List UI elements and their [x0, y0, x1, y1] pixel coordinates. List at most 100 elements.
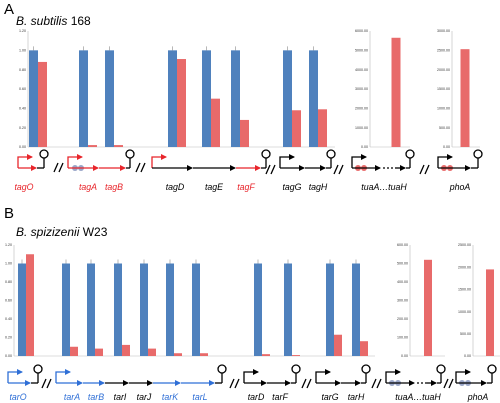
gene-label-tarO: tarO [9, 392, 26, 402]
y-tick-label-2-4: 2000.00 [437, 68, 450, 72]
y-tick-label-1-1: 1000.00 [355, 126, 368, 130]
bar-2-phoA-s0 [460, 49, 470, 147]
panel-b-gene-labels: tarO tarA tarB tarI tarJ tarK tarL tarD … [9, 392, 488, 402]
panel-b-label: B [4, 205, 14, 222]
gene-label-tagO: tagO [14, 182, 33, 192]
bar-3-tarO-s0 [18, 263, 26, 356]
gene-label-tarB: tarB [88, 392, 104, 402]
y-tick-label-1-4: 4000.00 [355, 68, 368, 72]
y-tick-label-5-5: 2500.00 [458, 243, 471, 247]
bar-3-tarH-s1 [360, 341, 368, 356]
y-tick-label-1-3: 3000.00 [355, 87, 368, 91]
bar-3-tarK-s0 [166, 263, 174, 356]
gene-label-tua-a: tuaA…tuaH [361, 182, 407, 192]
gene-label-tarA: tarA [64, 392, 80, 402]
y-tick-label-4-3: 300.00 [397, 299, 408, 303]
bar-0-tagD-s0 [168, 50, 177, 148]
bar-3-tarD-s0 [254, 263, 262, 356]
gene-label-tarG: tarG [321, 392, 338, 402]
y-tick-label-4-2: 200.00 [397, 317, 408, 321]
bar-0-tagF-s0 [231, 50, 240, 148]
y-tick-label-3-5: 1.00 [5, 262, 12, 266]
panel-b-gene-map [7, 364, 497, 389]
y-tick-label-0-3: 0.60 [19, 87, 26, 91]
bar-4-tuaA…tuaH-s0 [424, 259, 432, 356]
y-tick-label-4-1: 100.00 [397, 336, 408, 340]
panel-a-title: B. subtilis 168 [16, 14, 91, 28]
bar-1-tuaA…tuaH-s0 [391, 37, 401, 148]
bar-0-tagA-s1 [88, 145, 97, 147]
bar-3-tarA-s0 [62, 263, 70, 356]
y-tick-label-4-0: 0.00 [401, 354, 408, 358]
bar-0-tagH-s0 [309, 50, 318, 148]
gene-label-phoA-b: phoA [467, 392, 489, 402]
bar-0-tagE-s1 [211, 98, 220, 147]
gene-label-tarF: tarF [272, 392, 288, 402]
bar-0-tagD-s1 [177, 59, 186, 147]
gene-label-tarI: tarI [114, 392, 127, 402]
bar-3-tarG-s1 [334, 334, 342, 356]
gene-label-tarL: tarL [192, 392, 207, 402]
gene-label-tagA: tagA [79, 182, 97, 192]
bar-0-tagF-s1 [240, 119, 249, 147]
y-tick-label-1-0: 0.00 [361, 145, 368, 149]
gene-label-tagB: tagB [105, 182, 123, 192]
bar-3-tarJ-s1 [148, 348, 156, 356]
bar-0-tagB-s0 [105, 50, 114, 148]
y-tick-label-1-2: 2000.00 [355, 107, 368, 111]
bar-3-tarG-s0 [326, 263, 334, 356]
bar-3-tarJ-s0 [140, 263, 148, 356]
gene-label-tarH: tarH [348, 392, 365, 402]
y-tick-label-0-4: 0.80 [19, 68, 26, 72]
bar-5-phoA-s0 [486, 269, 494, 356]
y-tick-label-3-2: 0.40 [5, 317, 12, 321]
bar-3-tarB-s0 [87, 263, 95, 356]
gene-label-tagG: tagG [282, 182, 301, 192]
y-tick-label-0-6: 1.20 [19, 29, 26, 33]
y-tick-label-3-6: 1.20 [5, 243, 12, 247]
panel-a-gene-map [17, 149, 483, 175]
bar-0-tagB-s1 [114, 145, 123, 147]
bar-3-tarF-s0 [284, 263, 292, 356]
bar-3-tarI-s1 [122, 344, 130, 356]
bar-3-tarH-s0 [352, 263, 360, 356]
bar-3-tarD-s1 [262, 354, 270, 356]
bar-3-tarB-s1 [95, 348, 103, 356]
gene-label-tarK: tarK [162, 392, 179, 402]
panel-b-title: B. spizizenii W23 [16, 225, 108, 239]
y-tick-label-3-1: 0.20 [5, 336, 12, 340]
gene-label-tagE: tagE [205, 182, 223, 192]
y-tick-label-5-3: 1500.00 [458, 288, 471, 292]
bar-0-tagG-s1 [292, 110, 301, 147]
bar-3-tarL-s0 [192, 263, 200, 356]
y-tick-label-2-5: 2500.00 [437, 49, 450, 53]
y-tick-label-2-0: 0.00 [443, 145, 450, 149]
bar-3-tarO-s1 [26, 254, 34, 356]
y-tick-label-2-2: 1000.00 [437, 107, 450, 111]
bar-0-tagO-s1 [38, 61, 47, 147]
y-tick-label-2-1: 500.00 [439, 126, 450, 130]
y-tick-label-0-0: 0.00 [19, 145, 26, 149]
gene-label-tagF: tagF [237, 182, 255, 192]
y-tick-label-5-1: 500.00 [460, 332, 471, 336]
gene-label-tarD: tarD [248, 392, 265, 402]
y-tick-label-3-4: 0.80 [5, 280, 12, 284]
bar-3-tarA-s1 [70, 346, 78, 356]
bar-0-tagG-s0 [283, 50, 292, 148]
y-tick-label-0-5: 1.00 [19, 49, 26, 53]
panel-a-gene-labels: tagO tagA tagB tagD tagE tagF tagG tagH … [14, 182, 470, 192]
y-tick-label-5-2: 1000.00 [458, 310, 471, 314]
bar-0-tagE-s0 [202, 50, 211, 148]
panel-a-label: A [4, 1, 14, 18]
bar-3-tarK-s1 [174, 353, 182, 356]
y-tick-label-4-5: 500.00 [397, 262, 408, 266]
y-tick-label-3-0: 0.00 [5, 354, 12, 358]
y-tick-label-1-5: 5000.00 [355, 49, 368, 53]
y-tick-label-4-6: 600.00 [397, 243, 408, 247]
gene-label-tarJ: tarJ [137, 392, 152, 402]
gene-label-tagH: tagH [309, 182, 328, 192]
y-tick-label-0-1: 0.20 [19, 126, 26, 130]
gene-label-phoA-a: phoA [449, 182, 471, 192]
gene-label-tagD: tagD [166, 182, 185, 192]
